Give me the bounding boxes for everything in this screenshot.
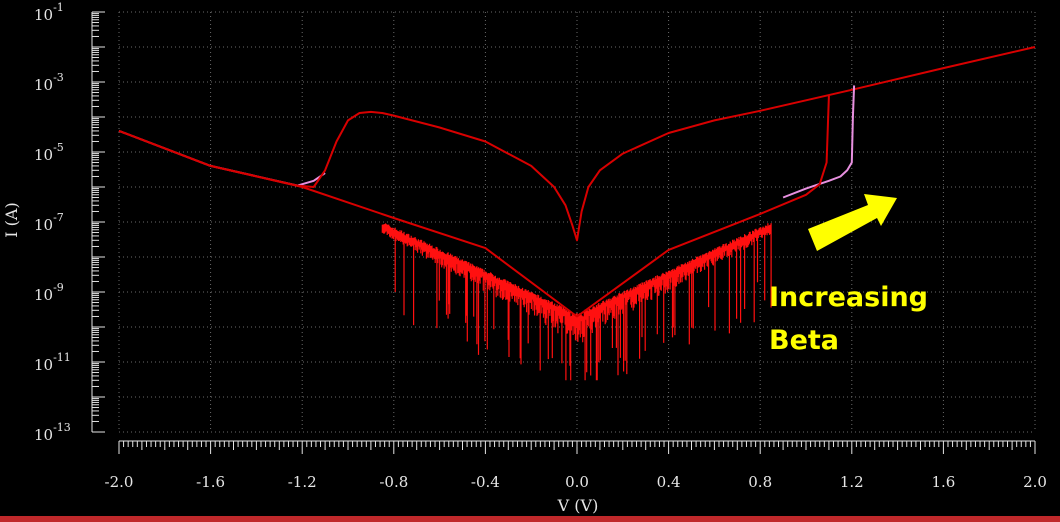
y-tick-label: 10-3 (34, 71, 64, 94)
y-tick-base: 10 (34, 6, 53, 24)
annotation-line1: Increasing (769, 282, 928, 313)
x-tick-label: -1.6 (196, 473, 225, 491)
series-line-2 (118, 46, 1036, 242)
x-axis-ruler (118, 440, 1036, 454)
noise-spikes (381, 223, 772, 381)
y-tick-base: 10 (34, 76, 53, 94)
x-axis-title: V (V) (557, 496, 599, 515)
y-tick-label: 10-11 (34, 351, 71, 374)
y-axis-title: I (A) (2, 202, 21, 237)
x-tick-label: 0.4 (657, 473, 681, 491)
y-tick-exponent: -3 (53, 71, 64, 84)
noise-band (381, 223, 772, 381)
y-tick-exponent: -7 (53, 211, 64, 224)
annotation-line2: Beta (769, 325, 839, 356)
x-tick-label: 1.6 (931, 473, 955, 491)
x-tick-label: 0.8 (748, 473, 772, 491)
y-tick-label: 10-7 (34, 211, 64, 234)
x-tick-label: -1.2 (288, 473, 317, 491)
x-tick-labels: -2.0 -1.6 -1.2 -0.8 -0.4 0.0 0.4 0.8 1.2 1.6 2.0 (105, 473, 1047, 491)
series-group (118, 46, 1036, 318)
y-tick-label: 10-1 (34, 1, 64, 24)
x-tick-label: 0.0 (565, 473, 589, 491)
bottom-accent-bar (0, 516, 1060, 522)
series-line-4 (118, 95, 830, 318)
y-tick-base: 10 (34, 426, 53, 444)
y-tick-exponent: -1 (53, 1, 64, 14)
y-tick-base: 10 (34, 146, 53, 164)
y-tick-exponent: -9 (53, 281, 64, 294)
beta-arrow-icon (808, 194, 897, 251)
x-tick-label: 1.2 (840, 473, 864, 491)
y-tick-exponent: -11 (53, 351, 71, 364)
series-line-3 (782, 85, 856, 199)
y-tick-exponent: -13 (53, 421, 71, 434)
y-tick-base: 10 (34, 216, 53, 234)
y-tick-label: 10-9 (34, 281, 64, 304)
y-tick-label: 10-13 (34, 421, 71, 444)
y-tick-base: 10 (34, 356, 53, 374)
x-tick-label: -2.0 (105, 473, 134, 491)
x-tick-label: -0.4 (471, 473, 500, 491)
x-tick-label: 2.0 (1023, 473, 1047, 491)
y-tick-exponent: -5 (53, 141, 64, 154)
x-tick-label: -0.8 (379, 473, 408, 491)
grid (118, 11, 1036, 433)
y-tick-label: 10-5 (34, 141, 64, 164)
y-tick-base: 10 (34, 286, 53, 304)
y-axis-ruler (91, 11, 105, 433)
